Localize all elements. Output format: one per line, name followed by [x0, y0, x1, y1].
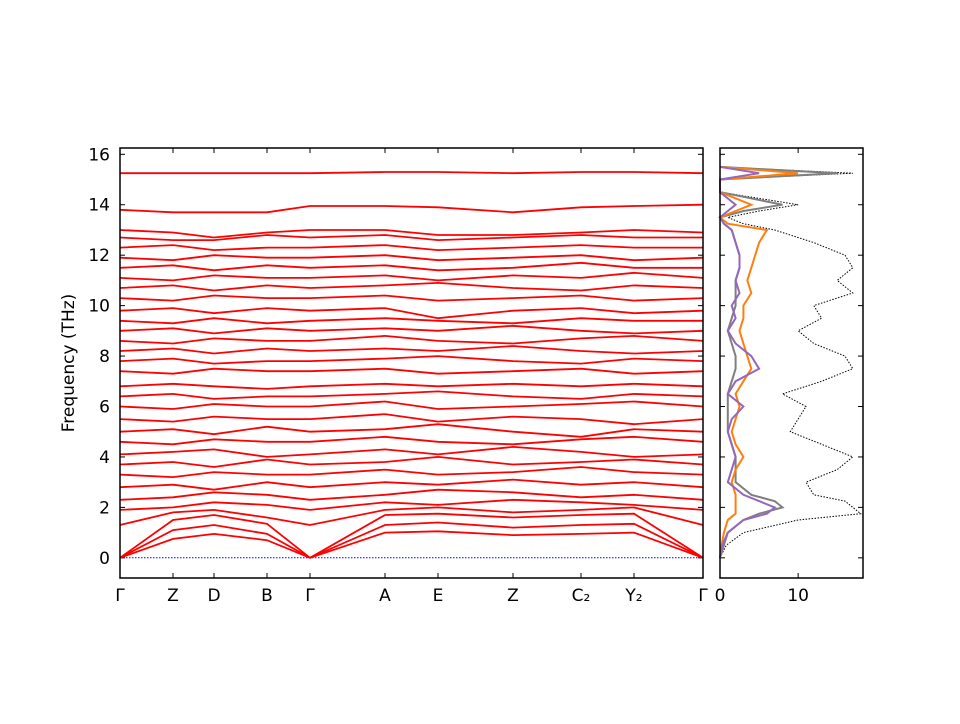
x-tick-label: Γ: [305, 586, 315, 606]
x-tick-label: Γ: [698, 586, 708, 606]
band-line: [119, 445, 704, 458]
y-tick-label: 14: [88, 196, 110, 216]
band-line: [119, 400, 704, 410]
band-line: [119, 254, 704, 262]
y-tick-label: 2: [99, 498, 110, 518]
band-line: [119, 345, 704, 355]
band-line: [119, 355, 704, 365]
plot-frame: [119, 147, 704, 579]
x-tick-label: 0: [715, 586, 726, 606]
band-line: [119, 307, 704, 320]
band-line: [119, 244, 703, 252]
dos-line: [718, 165, 799, 558]
band-line: [119, 488, 704, 501]
band-line: [119, 466, 704, 479]
x-tick-label: Y₂: [624, 586, 642, 606]
band-line: [119, 498, 704, 511]
band-line: [119, 435, 704, 446]
x-tick-label: Z: [167, 586, 179, 606]
band-line: [119, 229, 704, 239]
band-line: [119, 478, 704, 491]
band-line: [119, 521, 704, 559]
band-line: [119, 203, 704, 214]
band-line: [119, 271, 704, 282]
x-tick-label: B: [261, 586, 273, 606]
x-tick-label: E: [433, 586, 444, 606]
band-line: [119, 334, 704, 345]
y-axis-label: Frequency (THz): [59, 294, 79, 433]
y-tick-label: 0: [99, 549, 110, 569]
band-line: [119, 261, 703, 272]
y-tick-label: 10: [88, 297, 110, 317]
band-line: [119, 390, 704, 400]
band-line: [119, 294, 704, 302]
x-tick-label: D: [207, 586, 220, 606]
band-line: [119, 455, 704, 468]
band-line: [119, 234, 703, 242]
y-tick-label: 8: [99, 347, 110, 367]
y-tick-label: 6: [99, 398, 110, 418]
band-line: [119, 512, 704, 559]
x-tick-label: C₂: [572, 586, 591, 606]
x-tick-label: A: [379, 586, 391, 606]
band-line: [120, 171, 704, 175]
x-tick-label: Z: [507, 586, 519, 606]
band-line: [119, 530, 704, 559]
x-tick-label: 10: [787, 586, 809, 606]
band-line: [119, 382, 704, 390]
band-line: [119, 506, 704, 526]
band-line: [119, 423, 704, 438]
dos-line: [719, 166, 862, 559]
y-tick-label: 12: [88, 246, 110, 266]
x-tick-label: Γ: [115, 586, 125, 606]
y-tick-label: 4: [99, 448, 110, 468]
plot-frame: [719, 147, 864, 579]
band-line: [119, 281, 704, 292]
band-line: [119, 324, 704, 335]
band-line: [119, 413, 704, 426]
band-line: [119, 367, 704, 375]
band-line: [119, 317, 703, 325]
y-tick-label: 16: [88, 145, 110, 165]
